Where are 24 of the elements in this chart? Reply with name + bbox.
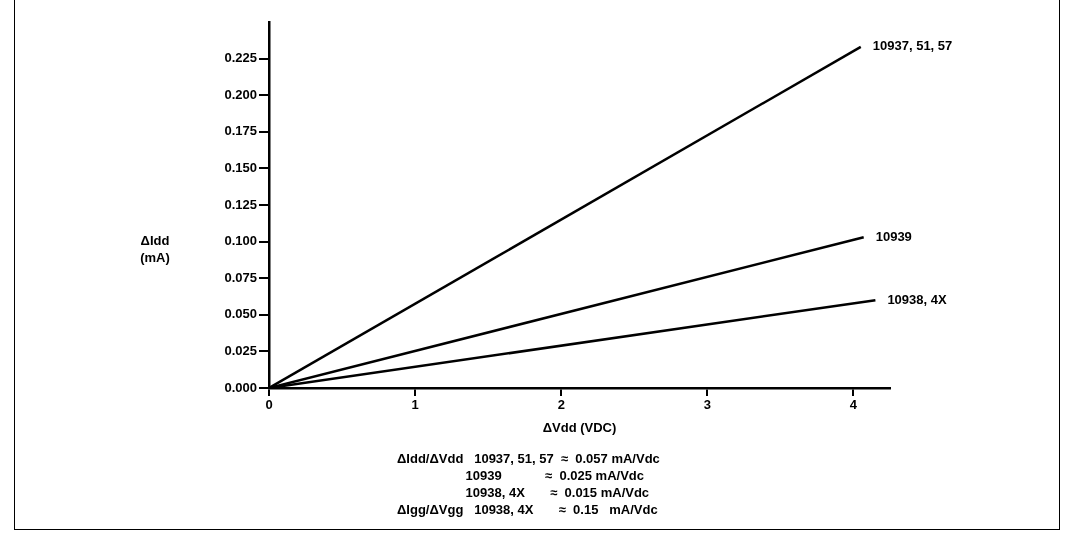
x-tick-label: 4 [849, 397, 858, 413]
y-axis-title: ΔIdd (mA) [139, 232, 171, 266]
series-label: 10937, 51, 57 [872, 38, 953, 54]
y-tick-label: 0.100 [224, 233, 257, 249]
y-tick-label: 0.075 [224, 269, 257, 285]
series-label: 10939 [875, 228, 912, 244]
text: 10939 ≈ 0.025 mA/Vdc [464, 467, 646, 484]
series-label: 10938, 4X [887, 291, 947, 307]
x-tick-label: 0 [265, 397, 273, 413]
text: ΔIdd/ΔVdd 10937, 51, 57 ≈ 0.057 mA/Vdc [397, 450, 660, 467]
y-tick-label: 0.175 [224, 123, 257, 139]
y-tick-label: 0.050 [224, 306, 257, 322]
y-tick-label: 0.225 [224, 50, 257, 66]
x-axis-title: ΔVdd (VDC) [542, 419, 617, 435]
y-tick-label: 0.150 [224, 159, 257, 175]
x-tick-label: 1 [411, 397, 419, 413]
y-tick-label: 0.200 [224, 86, 257, 102]
y-tick-label: 0.025 [224, 342, 257, 358]
y-tick-label: 0.125 [224, 196, 257, 212]
text: ΔIgg/ΔVgg 10938, 4X ≈ 0.15 mA/Vdc [397, 501, 659, 518]
x-tick-label: 2 [557, 397, 565, 413]
y-tick-label: 0.000 [224, 379, 257, 395]
x-tick-label: 3 [703, 397, 711, 413]
text: 10938, 4X ≈ 0.015 mA/Vdc [464, 484, 651, 501]
